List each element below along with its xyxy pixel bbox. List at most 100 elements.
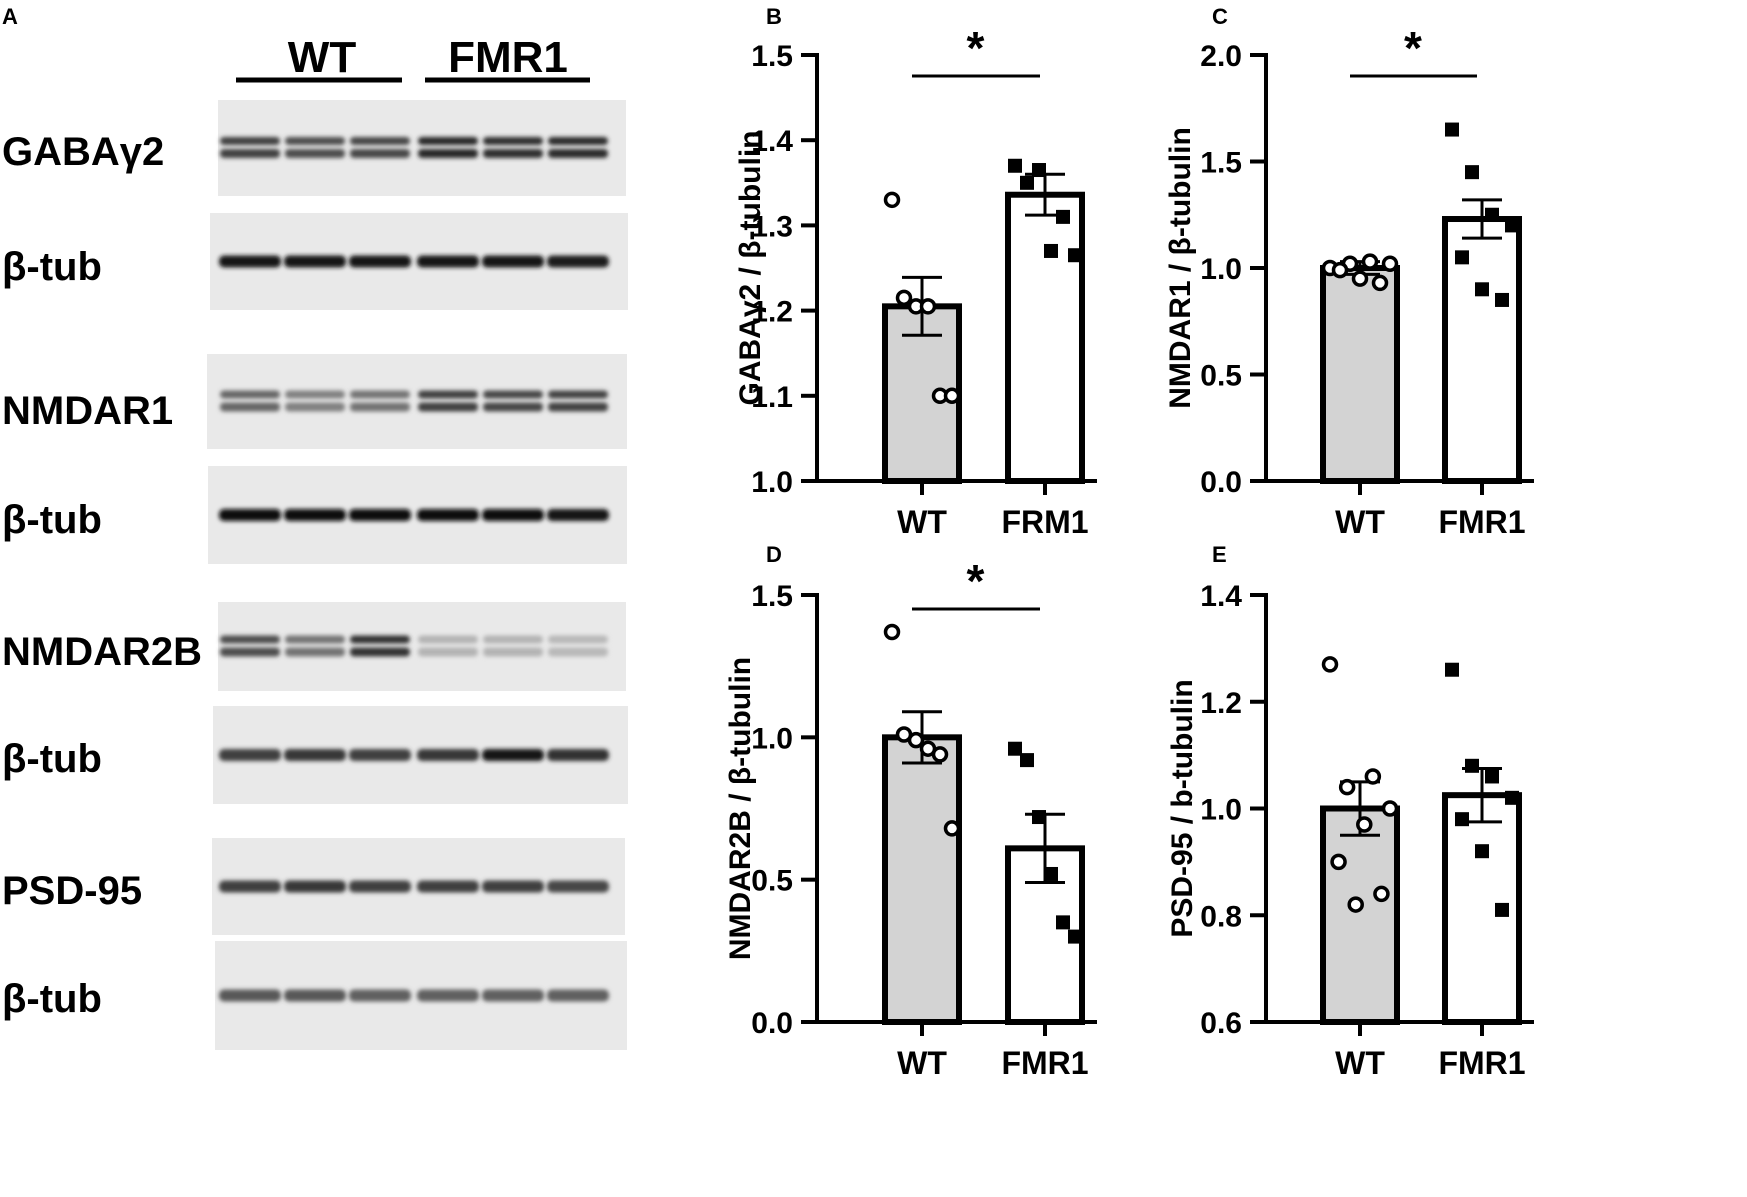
data-point — [1505, 790, 1519, 805]
data-point — [1347, 896, 1364, 913]
data-point — [1381, 800, 1399, 817]
data-point — [1445, 662, 1459, 677]
blot-band — [219, 880, 281, 893]
blot-band — [548, 149, 608, 158]
blot-band — [285, 647, 345, 657]
blot-band — [418, 137, 478, 145]
blot-label: NMDAR1 — [2, 389, 173, 433]
blot-band — [349, 749, 411, 761]
blot-band — [482, 255, 544, 268]
blot-band — [350, 137, 410, 145]
blot-band — [349, 880, 411, 893]
x-tick-label: FMR1 — [1001, 1045, 1088, 1081]
data-point — [883, 623, 901, 641]
blot-band — [350, 402, 410, 412]
data-point — [1485, 769, 1499, 784]
significance-star: * — [1404, 22, 1422, 74]
data-point — [883, 191, 901, 209]
blot-band — [482, 989, 544, 1002]
panel-letter: E — [1212, 542, 1227, 567]
blot-band — [482, 880, 544, 893]
y-tick-label: 1.5 — [751, 580, 793, 613]
data-point — [1505, 218, 1519, 233]
blot-band — [349, 255, 411, 268]
x-tick-label: FRM1 — [1001, 504, 1088, 540]
blot-band — [548, 402, 608, 412]
data-point — [1495, 902, 1509, 917]
blot-band — [284, 509, 346, 521]
blot-label: NMDAR2B — [2, 630, 202, 674]
bar — [1005, 191, 1085, 484]
blot-band — [483, 149, 543, 158]
blot-band — [220, 402, 280, 412]
data-point — [895, 289, 913, 307]
group-label: FMR1 — [448, 33, 568, 82]
panel-letter: B — [766, 4, 782, 29]
blot-band — [284, 989, 346, 1002]
blot-band — [220, 149, 280, 158]
blot-band — [350, 635, 410, 644]
blot-band — [219, 509, 281, 521]
data-point — [1455, 812, 1469, 827]
blot-band — [219, 255, 281, 268]
y-axis-title: NMDAR2B / β-tubulin — [724, 657, 757, 960]
blot-band — [349, 989, 411, 1002]
y-tick-label: 1.0 — [1200, 794, 1242, 827]
y-tick-label: 0.5 — [1200, 360, 1242, 393]
blot-band — [418, 647, 478, 657]
blot-band — [547, 749, 609, 761]
blot-band — [548, 647, 608, 657]
blot-strip — [207, 354, 627, 449]
x-tick-label: WT — [897, 504, 947, 540]
x-tick-label: WT — [1335, 1045, 1385, 1081]
blot-label: β-tub — [2, 498, 102, 542]
y-tick-label: 0.0 — [1200, 466, 1242, 499]
data-point — [907, 731, 925, 749]
blot-band — [350, 647, 410, 657]
data-point — [1321, 656, 1339, 673]
blot-band — [220, 635, 280, 644]
data-point — [1445, 122, 1459, 137]
blot-band — [350, 149, 410, 158]
data-point — [1068, 248, 1082, 263]
blot-band — [418, 635, 478, 644]
blot-band — [483, 647, 543, 657]
y-axis-title: NMDAR1 / β-tubulin — [1164, 127, 1197, 409]
blot-band — [483, 635, 543, 644]
y-tick-label: 1.1 — [751, 381, 793, 414]
y-axis-title: PSD-95 / b-tubulin — [1166, 679, 1199, 937]
blot-band — [417, 749, 479, 761]
y-axis-title: GABAγ2 / β-tubulin — [734, 131, 767, 406]
blot-band — [219, 749, 281, 761]
data-point — [1465, 165, 1479, 180]
blot-band — [219, 989, 281, 1002]
data-point — [931, 746, 949, 763]
panel-letter: C — [1212, 4, 1228, 29]
blot-band — [284, 749, 346, 761]
bar — [882, 734, 962, 1025]
data-point — [1032, 163, 1046, 178]
data-point — [1330, 853, 1347, 871]
y-tick-label: 0.0 — [751, 1007, 793, 1040]
group-label: WT — [288, 33, 357, 82]
data-point — [1373, 885, 1390, 903]
blot-band — [482, 509, 544, 521]
y-tick-label: 1.0 — [751, 466, 793, 499]
y-tick-label: 1.3 — [751, 210, 793, 243]
blot-label: PSD-95 — [2, 869, 142, 913]
panel-letter: D — [766, 542, 782, 567]
data-point — [1008, 741, 1022, 756]
data-point — [1475, 282, 1489, 297]
blot-band — [417, 509, 479, 521]
blot-strip — [218, 602, 626, 691]
data-point — [1020, 753, 1034, 768]
y-tick-label: 1.4 — [1200, 580, 1242, 613]
blot-band — [284, 255, 346, 268]
significance-star: * — [967, 555, 985, 607]
y-tick-label: 0.6 — [1200, 1007, 1242, 1040]
bar-chart-c: C 0.0 0.5 1.0 1.5 2.0 NMDAR1 / β-tubulin WT FMR1… — [1164, 4, 1534, 540]
blot-band — [417, 880, 479, 893]
y-tick-label: 2.0 — [1200, 40, 1242, 73]
data-point — [1356, 816, 1373, 833]
